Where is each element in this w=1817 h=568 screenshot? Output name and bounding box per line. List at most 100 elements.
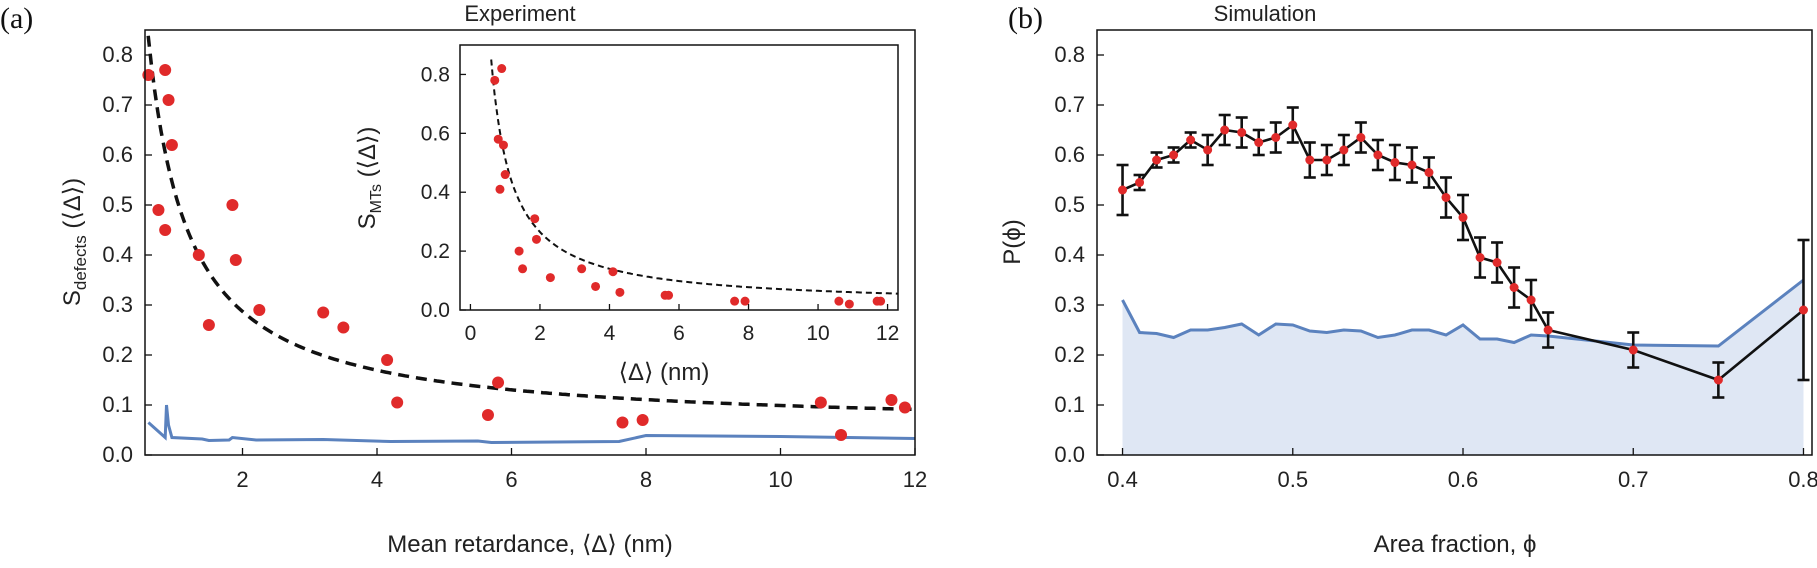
data-point bbox=[1322, 155, 1332, 165]
inset-data-point bbox=[530, 214, 540, 224]
x-tick-label: 0.7 bbox=[1618, 467, 1649, 492]
data-point bbox=[1390, 158, 1400, 167]
data-point bbox=[192, 249, 205, 261]
data-point bbox=[1118, 185, 1128, 195]
data-point bbox=[1152, 155, 1162, 165]
inset-data-point bbox=[740, 296, 750, 306]
y-axis-label: P(ϕ) bbox=[999, 219, 1026, 264]
data-point bbox=[381, 354, 394, 366]
data-point bbox=[337, 321, 350, 334]
inset-data-point bbox=[664, 290, 674, 300]
data-point bbox=[1339, 145, 1349, 155]
x-tick-label: 4 bbox=[371, 467, 383, 492]
y-tick-label: 0.2 bbox=[421, 240, 450, 263]
x-tick-label: 6 bbox=[505, 467, 517, 492]
inset-data-point bbox=[844, 299, 854, 309]
data-point bbox=[1135, 178, 1145, 187]
y-tick-label: 0.6 bbox=[421, 122, 450, 145]
data-point bbox=[814, 396, 827, 409]
data-point bbox=[1254, 138, 1264, 147]
inset-data-point bbox=[531, 234, 541, 244]
data-point bbox=[1407, 160, 1417, 170]
inset-data-point bbox=[876, 296, 886, 306]
x-axis-label: Area fraction, ϕ bbox=[1374, 531, 1537, 558]
baseline-area bbox=[1122, 280, 1804, 455]
x-ticks: 0.4 0.5 0.6 0.7 0.8 bbox=[1107, 448, 1817, 492]
inset-data-point bbox=[591, 281, 601, 291]
data-point bbox=[636, 414, 649, 426]
y-tick-label: 0.8 bbox=[102, 42, 133, 67]
data-point bbox=[1543, 325, 1553, 335]
y-tick-label: 0.1 bbox=[102, 392, 133, 417]
x-tick-label: 0.8 bbox=[1788, 467, 1817, 492]
data-point bbox=[317, 306, 330, 319]
inset-data-point bbox=[518, 264, 528, 274]
panel-a-plot: Experiment 2 4 6 8 10 12 0.00.10.20.30.40.50.… bbox=[59, 1, 927, 558]
y-tick-label: 0.3 bbox=[1054, 292, 1085, 317]
y-ticks: 0.0 0.1 0.2 0.3 0.4 0.5 0.6 0.7 0.8 bbox=[102, 42, 152, 467]
baseline-layer bbox=[1121, 278, 1805, 455]
inset-data-point bbox=[490, 75, 500, 85]
data-point bbox=[1798, 305, 1808, 315]
data-point bbox=[1305, 155, 1315, 165]
y-tick-label: 0.1 bbox=[1054, 392, 1085, 417]
data-point bbox=[1424, 168, 1434, 177]
data-point bbox=[1713, 375, 1723, 385]
inset-data-point bbox=[493, 134, 503, 144]
panel-a-inset-plot: 0 2 4 6 8 10 12 0.0 0.2 0.4 0.6 0.8 ⟨Δ⟩ (nm) SMTs … bbox=[354, 42, 899, 386]
panel-a-frame bbox=[144, 29, 916, 456]
y-tick-label: 0.6 bbox=[1054, 142, 1085, 167]
inset-data-point bbox=[497, 64, 507, 74]
inset-data-point bbox=[500, 170, 510, 180]
inset-points-layer bbox=[490, 64, 886, 309]
data-point bbox=[1492, 258, 1502, 267]
data-point bbox=[1271, 133, 1281, 142]
baseline-line bbox=[147, 404, 916, 445]
data-point bbox=[1373, 150, 1383, 160]
x-tick-label: 10 bbox=[768, 467, 792, 492]
data-point bbox=[229, 254, 242, 266]
y-tick-label: 0.0 bbox=[102, 442, 133, 467]
data-point bbox=[1628, 345, 1638, 355]
data-point bbox=[1237, 128, 1247, 137]
data-point bbox=[391, 396, 404, 409]
fit-layer bbox=[146, 35, 916, 412]
data-point bbox=[885, 394, 898, 406]
inset-background bbox=[455, 42, 899, 317]
points-layer bbox=[1118, 120, 1808, 385]
data-point bbox=[835, 429, 848, 441]
panel-a-title: Experiment bbox=[464, 1, 575, 26]
inset-y-axis-label: SMTs (⟨Δ⟩) bbox=[354, 127, 385, 230]
x-ticks: 2 4 6 8 10 12 bbox=[236, 448, 927, 492]
panel-label-b: (b) bbox=[1008, 2, 1043, 35]
y-tick-label: 0.0 bbox=[421, 299, 450, 322]
baseline-layer bbox=[147, 404, 916, 445]
inset-data-point bbox=[514, 246, 524, 256]
inset-fit-curve bbox=[490, 59, 898, 295]
x-axis-label: Mean retardance, ⟨Δ⟩ (nm) bbox=[387, 531, 673, 558]
y-tick-label: 0.3 bbox=[102, 292, 133, 317]
y-tick-label: 0.5 bbox=[1054, 192, 1085, 217]
points-layer bbox=[142, 64, 911, 441]
panel-b-frame bbox=[1096, 29, 1813, 456]
y-tick-label: 0.8 bbox=[1054, 42, 1085, 67]
inset-y-ticks: 0.0 0.2 0.4 0.6 0.8 bbox=[421, 63, 466, 322]
data-point bbox=[202, 319, 215, 331]
x-tick-label: 12 bbox=[903, 467, 927, 492]
y-tick-label: 0.7 bbox=[102, 92, 133, 117]
x-tick-label: 0.6 bbox=[1448, 467, 1479, 492]
y-tick-label: 0.4 bbox=[421, 181, 451, 204]
inset-data-point bbox=[615, 287, 625, 297]
x-tick-label: 2 bbox=[534, 322, 546, 345]
y-tick-label: 0.4 bbox=[1054, 242, 1085, 267]
data-point bbox=[1220, 125, 1230, 135]
y-axis-label: Sdefects (⟨Δ⟩) bbox=[59, 178, 90, 306]
inset-data-point bbox=[495, 184, 505, 194]
data-point bbox=[1356, 133, 1366, 142]
x-tick-label: 12 bbox=[876, 322, 899, 345]
data-point bbox=[492, 376, 505, 389]
data-point bbox=[1203, 145, 1213, 155]
data-point bbox=[142, 69, 155, 81]
data-point bbox=[898, 401, 911, 414]
